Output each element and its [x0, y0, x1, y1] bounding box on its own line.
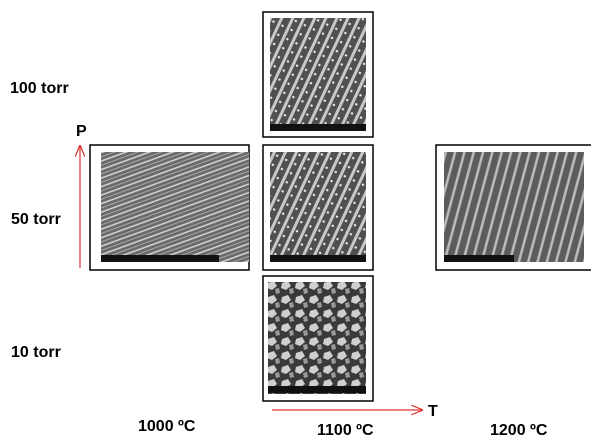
- sem-image-10torr-1100: [262, 275, 374, 402]
- column-label: 1200 ºC: [490, 422, 548, 437]
- column-label: 1000 ºC: [138, 418, 196, 435]
- row-label: 10 torr: [11, 344, 61, 361]
- column-label: 1100 ºC: [317, 422, 374, 437]
- sem-image-50torr-1200: [435, 144, 591, 271]
- sem-image-50torr-1000: [89, 144, 250, 271]
- row-label: 50 torr: [11, 211, 61, 228]
- sem-image-100torr-1100: [262, 11, 374, 138]
- sem-image-50torr-1100: [262, 144, 374, 271]
- pressure-axis-label: P: [76, 123, 87, 140]
- temperature-axis-label: T: [428, 403, 438, 420]
- row-label: 100 torr: [10, 80, 69, 97]
